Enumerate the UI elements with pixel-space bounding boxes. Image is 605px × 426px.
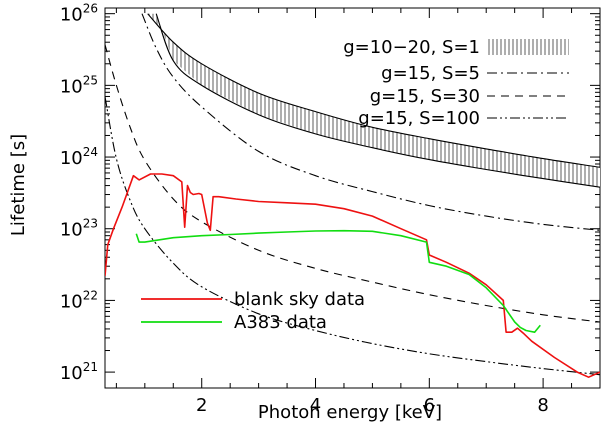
data-series-line (105, 173, 600, 378)
plot-frame (104, 7, 601, 389)
model-curve (105, 96, 600, 376)
legend-label: g=15, S=100 (358, 108, 480, 129)
x-axis-label: Photon energy [keV] (258, 402, 442, 423)
model-curves (105, 13, 600, 376)
model-curve (141, 13, 600, 231)
y-tick-label: 1026 (60, 2, 98, 26)
model-curve (105, 44, 600, 323)
legend-label: A383 data (234, 312, 327, 333)
model-curve (147, 13, 600, 168)
y-tick-label: 1021 (60, 360, 98, 384)
model-curve (155, 13, 600, 188)
model-band-fill (147, 13, 600, 188)
legend-label: g=10−20, S=1 (343, 37, 480, 58)
axes: 2 4 6 8 1021 1022 1023 1024 1025 1026 (60, 2, 601, 416)
model-band (147, 13, 600, 188)
y-axis-label: Lifetime [s] (8, 134, 29, 236)
legends: g=10−20, S=1 g=15, S=5g=15, S=30g=15, S=1… (141, 37, 569, 333)
x-tick-label: 2 (196, 395, 207, 416)
legend-label: blank sky data (234, 289, 365, 310)
x-tick-label: 6 (424, 395, 435, 416)
legend-label: g=15, S=30 (370, 86, 480, 107)
y-tick-label: 1025 (60, 73, 98, 97)
data-series (105, 173, 600, 378)
y-tick-label: 1022 (60, 288, 98, 312)
x-tick-label: 4 (310, 395, 321, 416)
y-tick-label: 1023 (60, 217, 98, 241)
x-tick-label: 8 (537, 395, 548, 416)
y-tick-label: 1024 (60, 145, 98, 169)
legend-swatch-band (487, 39, 569, 55)
data-series-line (135, 229, 541, 333)
legend-label: g=15, S=5 (381, 63, 480, 84)
